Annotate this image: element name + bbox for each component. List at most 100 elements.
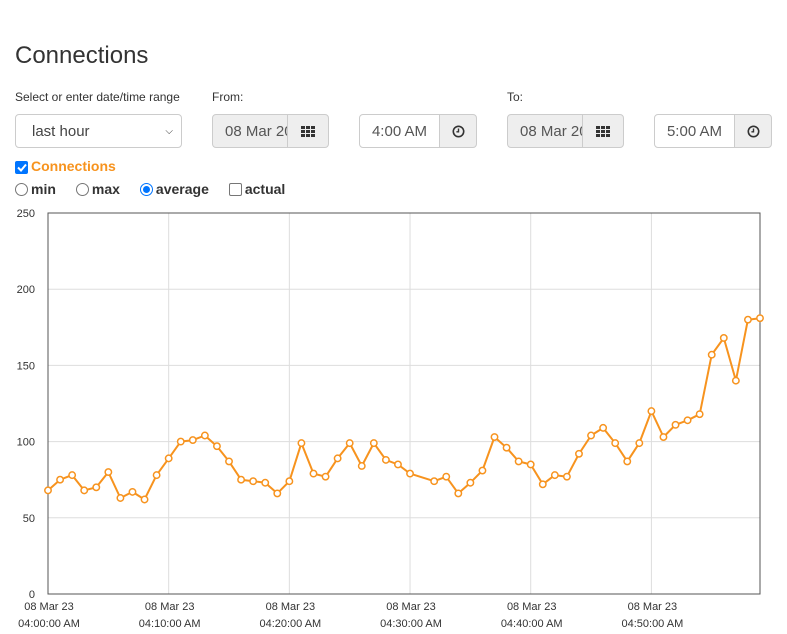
data-point [225, 457, 233, 466]
data-point [442, 472, 451, 481]
data-point [200, 431, 209, 440]
from-clock-button[interactable] [439, 114, 477, 148]
range-select-value: last hour [32, 122, 90, 140]
connections-label: Connections [31, 158, 116, 174]
data-point [128, 487, 137, 496]
data-point [756, 314, 764, 323]
data-point [188, 436, 197, 445]
data-point [719, 334, 728, 342]
y-tick-label: 100 [17, 437, 35, 449]
from-calendar-button[interactable] [287, 114, 329, 148]
data-point [454, 489, 463, 498]
data-point [261, 478, 270, 487]
y-tick-label: 0 [29, 589, 35, 601]
y-tick-label: 200 [17, 284, 35, 296]
page-title: Connections [15, 42, 149, 69]
x-tick-date: 08 Mar 23 [507, 601, 557, 613]
x-tick-date: 08 Mar 23 [145, 601, 195, 613]
data-point [659, 433, 668, 441]
data-point [68, 471, 77, 480]
y-tick-label: 150 [17, 360, 35, 372]
connections-checkbox[interactable] [15, 160, 28, 174]
x-tick-time: 04:30:00 AM [380, 618, 442, 630]
data-point [743, 315, 752, 324]
x-tick-date: 08 Mar 23 [266, 601, 316, 613]
data-point [176, 437, 185, 446]
data-point [333, 454, 342, 463]
data-point [671, 420, 680, 429]
data-point [212, 442, 221, 451]
max-label: max [91, 181, 120, 197]
data-point [369, 439, 378, 448]
data-point [92, 483, 101, 492]
connections-toggle[interactable]: Connections [15, 158, 116, 174]
data-point [394, 460, 402, 469]
average-radio[interactable] [139, 182, 153, 196]
actual-label: actual [244, 181, 286, 197]
data-point [599, 423, 608, 432]
data-point [321, 472, 330, 481]
min-label: min [31, 181, 56, 197]
x-tick-time: 04:50:00 AM [621, 618, 683, 630]
data-point [297, 439, 306, 448]
x-tick-date: 08 Mar 23 [386, 601, 436, 613]
data-point [562, 472, 571, 481]
data-point [490, 433, 499, 441]
data-point [683, 416, 692, 425]
aggregation-options: min max average actual [15, 181, 305, 197]
data-point [587, 431, 596, 440]
chevron-down-icon: ⌵ [165, 125, 173, 137]
x-tick-time: 04:00:00 AM [18, 618, 80, 630]
min-radio[interactable] [15, 182, 28, 196]
x-tick-time: 04:10:00 AM [139, 618, 201, 630]
data-point [575, 449, 583, 458]
to-time-input[interactable]: 5:00 AM [654, 114, 735, 148]
data-point [635, 439, 644, 448]
data-point [357, 462, 366, 470]
y-tick-label: 250 [17, 208, 35, 220]
data-point [273, 489, 282, 498]
x-tick-date: 08 Mar 23 [628, 601, 678, 613]
data-point [140, 495, 149, 504]
data-point [623, 457, 632, 466]
x-tick-time: 04:20:00 AM [259, 618, 321, 630]
data-point [514, 457, 523, 466]
clock-icon [452, 125, 464, 137]
data-point [164, 454, 173, 463]
data-point [116, 494, 125, 502]
data-point [80, 486, 89, 495]
range-select[interactable]: last hour ⌵ [15, 114, 182, 148]
to-calendar-button[interactable] [582, 114, 624, 148]
option-average[interactable]: average [139, 181, 209, 197]
option-min[interactable]: min [15, 181, 56, 197]
data-point [44, 486, 52, 495]
max-radio[interactable] [75, 182, 89, 196]
data-point [152, 471, 161, 480]
x-tick-date: 08 Mar 23 [24, 601, 74, 613]
clock-icon [747, 125, 759, 137]
from-time-input[interactable]: 4:00 AM [359, 114, 440, 148]
data-point [237, 475, 246, 484]
data-point [406, 469, 414, 478]
actual-checkbox[interactable] [228, 182, 242, 196]
data-point [647, 407, 656, 416]
data-point [56, 475, 65, 484]
calendar-grid-icon [596, 125, 610, 137]
data-point [611, 439, 620, 448]
option-actual[interactable]: actual [228, 181, 286, 197]
to-clock-button[interactable] [734, 114, 772, 148]
from-date-input[interactable]: 08 Mar 2023 [212, 114, 288, 148]
data-point [707, 350, 716, 359]
data-point [104, 468, 113, 477]
data-point [430, 477, 439, 486]
data-point [285, 477, 294, 486]
data-point [502, 443, 511, 452]
to-label: To: [507, 90, 524, 104]
data-point [695, 410, 704, 419]
range-label: Select or enter date/time range [15, 90, 180, 104]
data-point [478, 466, 487, 475]
x-tick-time: 04:40:00 AM [501, 618, 563, 630]
to-date-input[interactable]: 08 Mar 2023 [507, 114, 583, 148]
option-max[interactable]: max [75, 181, 120, 197]
